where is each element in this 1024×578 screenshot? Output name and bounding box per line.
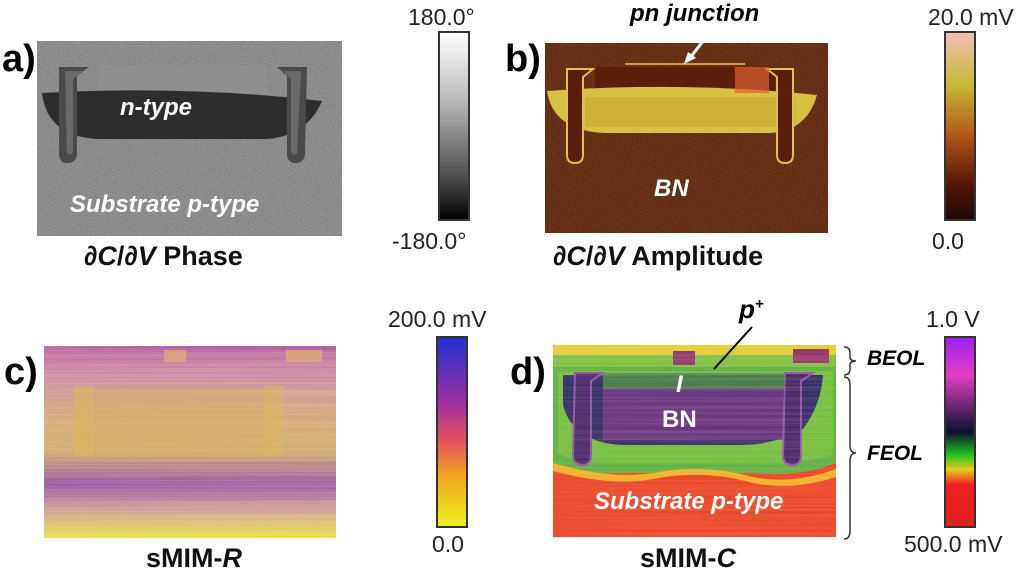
beol-label: BEOL <box>867 347 926 370</box>
panel-c-label: c) <box>4 351 38 393</box>
feol-label: FEOL <box>867 442 923 465</box>
colorbar-a-min: -180.0° <box>392 228 467 254</box>
panel-b-amplitude-image <box>545 43 828 233</box>
substrate-label-a: Substrate p-type <box>70 191 260 218</box>
pn-junction-label: pn junction <box>630 0 760 27</box>
pn-junction-arrow <box>684 31 712 64</box>
colorbar-b-min: 0.0 <box>932 228 964 254</box>
substrate-label-d: Substrate p-type <box>594 488 784 515</box>
colorbar-b-max: 20.0 mV <box>928 4 1014 30</box>
colorbar-b <box>944 31 976 221</box>
colorbar-c <box>436 336 468 528</box>
panel-d-label: d) <box>510 351 546 393</box>
p-plus-label: p+ <box>739 294 764 324</box>
panel-a-phase-image <box>37 41 342 236</box>
p-plus-pointer <box>713 326 753 370</box>
beol-feol-brackets <box>843 346 857 540</box>
panel-d-smim-c-image <box>553 345 836 537</box>
i-label: I <box>676 371 683 398</box>
colorbar-d-min: 500.0 mV <box>904 531 1003 557</box>
colorbar-d-max: 1.0 V <box>926 306 980 332</box>
colorbar-d <box>944 336 976 528</box>
panel-a-caption: ∂C/∂V Phase <box>84 241 243 271</box>
panel-c-smim-r-image <box>44 346 336 538</box>
panel-b-label: b) <box>505 38 541 80</box>
bn-label-d: BN <box>662 406 697 433</box>
panel-d-caption: sMIM-C <box>640 543 736 573</box>
n-type-label: n-type <box>120 94 192 121</box>
colorbar-c-min: 0.0 <box>432 531 464 557</box>
colorbar-a <box>438 31 470 221</box>
panel-a-label: a) <box>2 38 36 80</box>
colorbar-a-max: 180.0° <box>408 4 475 30</box>
panel-b-caption: ∂C/∂V Amplitude <box>553 241 764 271</box>
bn-label-b: BN <box>654 175 689 202</box>
colorbar-c-max: 200.0 mV <box>388 306 487 332</box>
panel-c-caption: sMIM-R <box>146 543 242 573</box>
